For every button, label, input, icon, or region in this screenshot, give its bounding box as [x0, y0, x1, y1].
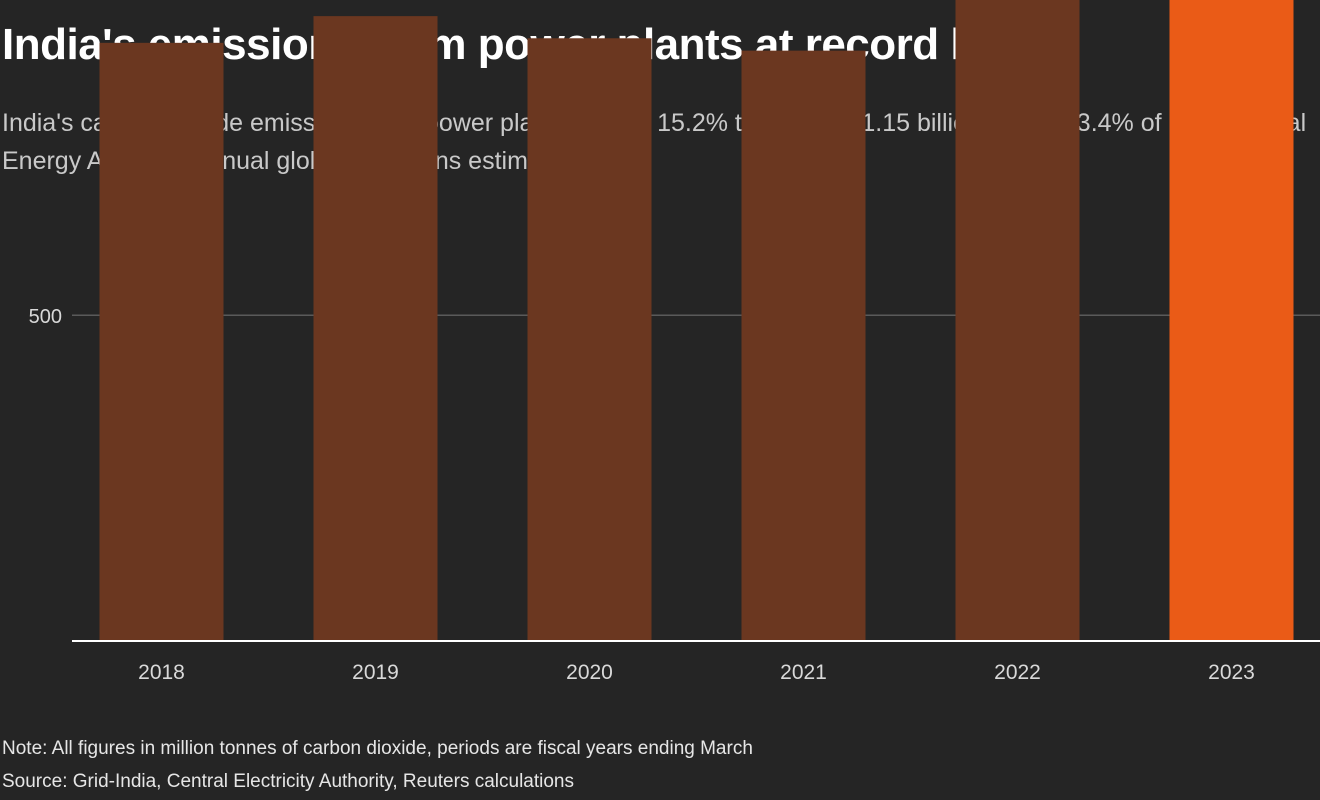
- bar-2022: [955, 0, 1080, 641]
- x-tick-label: 2019: [352, 661, 399, 684]
- y-tick-label: 500: [29, 306, 62, 328]
- chart-source: Source: Grid-India, Central Electricity …: [2, 771, 574, 792]
- x-tick-label: 2023: [1208, 661, 1255, 684]
- bars: [99, 0, 1294, 642]
- x-tick-label: 2021: [780, 661, 827, 684]
- gridlines: [72, 314, 1320, 316]
- chart-note: Note: All figures in million tonnes of c…: [2, 738, 753, 759]
- bar-2019: [313, 16, 438, 641]
- bar-2018: [99, 42, 224, 642]
- x-tick-label: 2020: [566, 661, 613, 684]
- bar-2021: [741, 50, 866, 642]
- footer: Note: All figures in million tonnes of c…: [2, 732, 753, 798]
- x-axis-tick-labels: 2018 2019 2020 2021 2022 2023: [138, 661, 1255, 684]
- y-axis-tick-labels: 500 1,000: [12, 0, 62, 328]
- bar-2023: [1169, 0, 1294, 641]
- bar-2020: [527, 38, 652, 641]
- x-tick-label: 2018: [138, 661, 185, 684]
- x-tick-label: 2022: [994, 661, 1041, 684]
- y-tick-label: 1,000: [12, 0, 62, 2]
